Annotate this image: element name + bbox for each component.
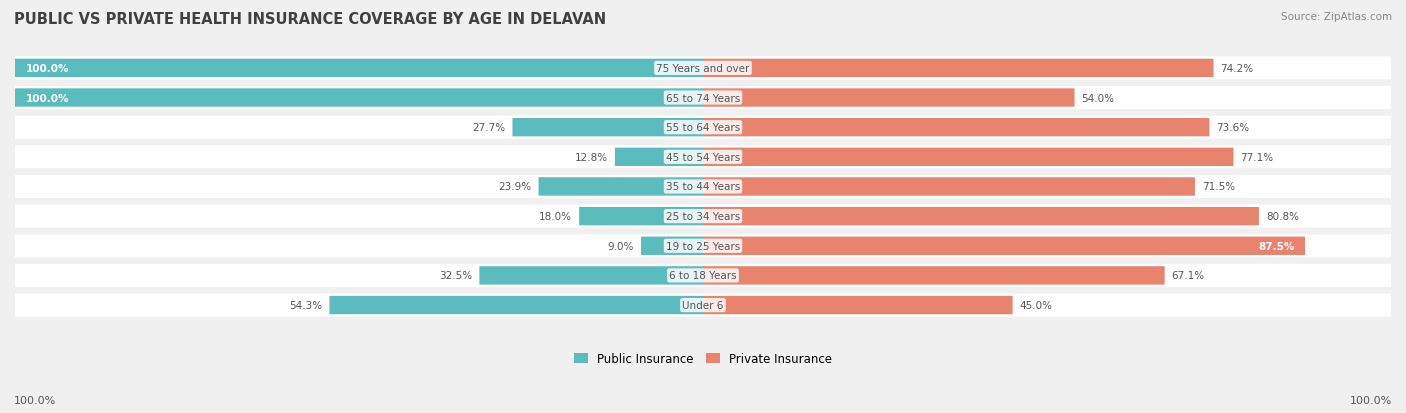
FancyBboxPatch shape <box>15 89 703 107</box>
FancyBboxPatch shape <box>703 148 1233 166</box>
Text: 100.0%: 100.0% <box>25 64 69 74</box>
FancyBboxPatch shape <box>15 205 1391 228</box>
FancyBboxPatch shape <box>15 116 1391 140</box>
FancyBboxPatch shape <box>703 59 1213 78</box>
Text: 100.0%: 100.0% <box>25 93 69 103</box>
FancyBboxPatch shape <box>703 119 1209 137</box>
FancyBboxPatch shape <box>703 266 1164 285</box>
Text: 45 to 54 Years: 45 to 54 Years <box>666 152 740 162</box>
Text: 100.0%: 100.0% <box>1350 395 1392 405</box>
Text: 74.2%: 74.2% <box>1220 64 1254 74</box>
Text: 71.5%: 71.5% <box>1202 182 1234 192</box>
FancyBboxPatch shape <box>15 146 1391 169</box>
Text: PUBLIC VS PRIVATE HEALTH INSURANCE COVERAGE BY AGE IN DELAVAN: PUBLIC VS PRIVATE HEALTH INSURANCE COVER… <box>14 12 606 27</box>
FancyBboxPatch shape <box>15 176 1391 199</box>
Text: 77.1%: 77.1% <box>1240 152 1274 162</box>
Text: 67.1%: 67.1% <box>1171 271 1205 281</box>
FancyBboxPatch shape <box>15 294 1391 317</box>
Text: 65 to 74 Years: 65 to 74 Years <box>666 93 740 103</box>
FancyBboxPatch shape <box>15 235 1391 258</box>
Text: 6 to 18 Years: 6 to 18 Years <box>669 271 737 281</box>
Text: 25 to 34 Years: 25 to 34 Years <box>666 211 740 222</box>
Text: 75 Years and over: 75 Years and over <box>657 64 749 74</box>
Text: 12.8%: 12.8% <box>575 152 607 162</box>
Text: 19 to 25 Years: 19 to 25 Years <box>666 241 740 251</box>
FancyBboxPatch shape <box>15 264 1391 287</box>
Text: 55 to 64 Years: 55 to 64 Years <box>666 123 740 133</box>
Text: Under 6: Under 6 <box>682 300 724 310</box>
Text: 87.5%: 87.5% <box>1258 241 1295 251</box>
FancyBboxPatch shape <box>15 87 1391 110</box>
Text: 45.0%: 45.0% <box>1019 300 1053 310</box>
Legend: Public Insurance, Private Insurance: Public Insurance, Private Insurance <box>569 348 837 370</box>
FancyBboxPatch shape <box>538 178 703 196</box>
Text: 18.0%: 18.0% <box>540 211 572 222</box>
Text: 9.0%: 9.0% <box>607 241 634 251</box>
FancyBboxPatch shape <box>641 237 703 255</box>
FancyBboxPatch shape <box>579 207 703 226</box>
FancyBboxPatch shape <box>479 266 703 285</box>
Text: 32.5%: 32.5% <box>440 271 472 281</box>
Text: 54.0%: 54.0% <box>1081 93 1115 103</box>
FancyBboxPatch shape <box>703 296 1012 314</box>
FancyBboxPatch shape <box>512 119 703 137</box>
Text: 27.7%: 27.7% <box>472 123 506 133</box>
FancyBboxPatch shape <box>703 89 1074 107</box>
FancyBboxPatch shape <box>329 296 703 314</box>
FancyBboxPatch shape <box>703 207 1258 226</box>
Text: 23.9%: 23.9% <box>499 182 531 192</box>
FancyBboxPatch shape <box>703 178 1195 196</box>
Text: Source: ZipAtlas.com: Source: ZipAtlas.com <box>1281 12 1392 22</box>
Text: 80.8%: 80.8% <box>1265 211 1299 222</box>
FancyBboxPatch shape <box>703 237 1305 255</box>
Text: 73.6%: 73.6% <box>1216 123 1250 133</box>
FancyBboxPatch shape <box>15 57 1391 80</box>
FancyBboxPatch shape <box>614 148 703 166</box>
Text: 100.0%: 100.0% <box>14 395 56 405</box>
Text: 54.3%: 54.3% <box>290 300 322 310</box>
Text: 35 to 44 Years: 35 to 44 Years <box>666 182 740 192</box>
FancyBboxPatch shape <box>15 59 703 78</box>
